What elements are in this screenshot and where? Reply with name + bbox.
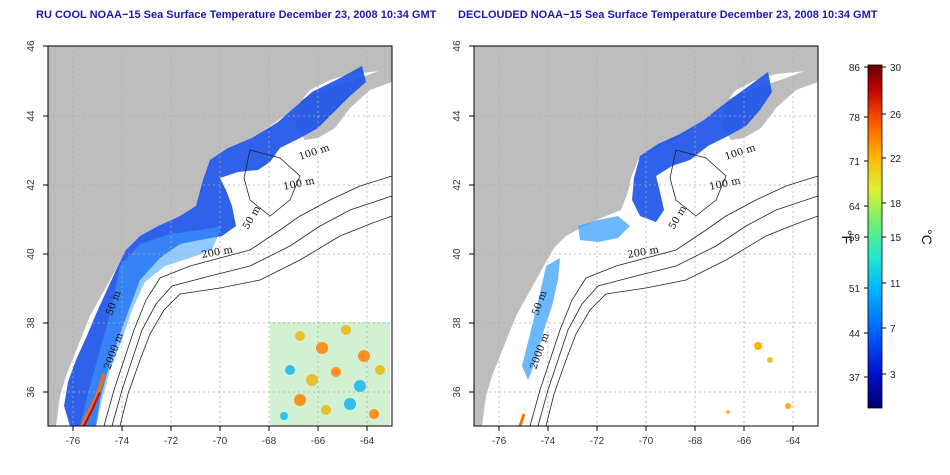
colorbar-tick-marks	[864, 66, 886, 378]
left-grid	[48, 46, 392, 426]
colorbar-c-tick: 15	[890, 233, 902, 244]
right-x-tick: -66	[737, 436, 752, 447]
left-y-tick: 46	[26, 40, 37, 52]
colorbar-c-tick: 30	[890, 63, 902, 74]
colorbar-c-tick: 22	[890, 154, 902, 165]
colorbar-f-tick: 78	[849, 113, 861, 124]
left-y-tick: 36	[26, 386, 37, 398]
colorbar-c-tick: 18	[890, 199, 902, 210]
left-x-tick: -74	[115, 436, 130, 447]
colorbar-c-tick: 26	[890, 110, 902, 121]
right-y-tick: 36	[452, 386, 463, 398]
right-sst-south-patch	[522, 258, 560, 380]
colorbar-f-tick: 64	[849, 202, 861, 213]
right-y-tick: 44	[452, 110, 463, 122]
right-x-tick: -72	[590, 436, 605, 447]
left-x-tick: -76	[66, 436, 81, 447]
colorbar-fahrenheit-label: °F	[839, 230, 855, 244]
right-x-tick: -68	[688, 436, 703, 447]
colorbar-f-tick: 44	[849, 329, 861, 340]
right-isobath-lines	[529, 149, 818, 426]
right-offshore-speckle	[726, 342, 791, 414]
right-land-mass	[474, 46, 818, 426]
left-y-tick: 44	[26, 110, 37, 122]
left-x-tick: -70	[213, 436, 228, 447]
colorbar-celsius-label: °C	[919, 229, 935, 245]
left-x-tick: -66	[311, 436, 326, 447]
right-grid	[474, 46, 818, 426]
left-x-tick: -68	[262, 436, 277, 447]
right-y-tick: 42	[452, 179, 463, 191]
colorbar-f-tick: 37	[849, 373, 861, 384]
right-gulf-stream	[518, 413, 526, 426]
right-y-tick: 40	[452, 248, 463, 260]
colorbar-f-tick: 86	[849, 63, 861, 74]
right-x-tick: -74	[541, 436, 556, 447]
colorbar-f-tick: 71	[849, 157, 861, 168]
colorbar-c-tick: 11	[890, 279, 901, 290]
right-map-title: DECLOUDED NOAA−15 Sea Surface Temperatur…	[458, 9, 878, 21]
left-sst-map: 100 m 100 m 50 m 200 m 50 m 2000 m 46 44…	[26, 40, 393, 447]
temperature-colorbar: 86 78 71 64 59 51 44 37 30 26 22 18 15 1…	[839, 63, 935, 409]
right-sst-gulf-of-maine	[632, 72, 772, 222]
left-map-title: RU COOL NOAA−15 Sea Surface Temperature …	[36, 9, 437, 21]
colorbar-f-tick: 51	[849, 284, 861, 295]
right-x-tick: -70	[639, 436, 654, 447]
right-tick-marks	[469, 45, 794, 431]
left-x-tick: -72	[164, 436, 179, 447]
colorbar-c-tick: 3	[890, 370, 896, 381]
right-x-tick: -64	[786, 436, 801, 447]
right-sst-shelf-patch	[578, 216, 630, 242]
left-tick-marks	[43, 45, 368, 431]
left-y-tick: 40	[26, 248, 37, 260]
left-isobath-lines	[103, 149, 392, 426]
colorbar-f-tick: 59	[849, 233, 861, 244]
right-y-tick: 46	[452, 40, 463, 52]
left-y-tick: 38	[26, 317, 37, 329]
left-offshore-speckle	[270, 322, 390, 426]
left-gulf-stream	[80, 373, 106, 426]
left-land-mass	[48, 46, 392, 426]
colorbar-c-tick: 7	[890, 324, 896, 335]
left-x-tick: -64	[360, 436, 375, 447]
left-y-tick: 42	[26, 179, 37, 191]
colorbar-gradient	[867, 64, 883, 409]
right-y-tick: 38	[452, 317, 463, 329]
right-x-tick: -76	[492, 436, 507, 447]
right-sst-map: 100 m 100 m 50 m 200 m 50 m 2000 m 46 44…	[452, 40, 819, 447]
left-gulf-stream-core	[83, 391, 101, 426]
